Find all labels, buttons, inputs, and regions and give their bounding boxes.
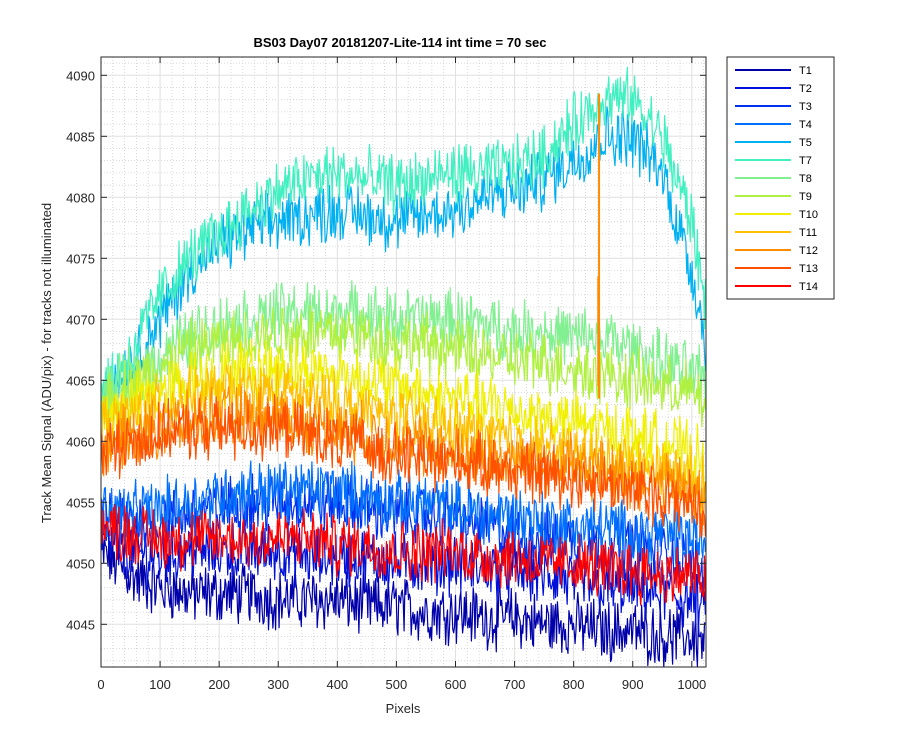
y-tick-label: 4060 [66,434,95,449]
x-tick-label: 200 [208,677,230,692]
x-axis-label: Pixels [386,701,421,716]
legend-item-t13: T13 [735,263,818,275]
legend-item-t14: T14 [735,281,818,293]
y-axis-ticks: 4045 4050 4055 4060 4065 4070 4075 4080 4085 4090 [66,68,706,632]
legend-item-t4: T4 [735,119,812,131]
x-tick-label: 600 [445,677,467,692]
series-line-t14 [101,498,706,606]
legend-label: T14 [799,281,818,293]
legend-item-t7: T7 [735,155,812,167]
legend-label: T10 [799,209,818,221]
x-tick-label: 800 [563,677,585,692]
y-tick-label: 4080 [66,190,95,205]
legend-item-t2: T2 [735,83,812,95]
y-tick-label: 4070 [66,312,95,327]
chart-title: BS03 Day07 20181207-Lite-114 int time = … [253,35,546,50]
y-tick-label: 4090 [66,68,95,83]
series-line-t1 [101,531,706,667]
series-line-t10 [101,337,706,498]
series-line-t7 [101,66,706,414]
y-tick-label: 4045 [66,617,95,632]
y-tick-label: 4085 [66,129,95,144]
plot-area [101,66,706,667]
x-tick-label: 0 [97,677,104,692]
x-axis-ticks: 0 100 200 300 400 500 600 700 800 900 1000 [97,57,706,692]
legend-label: T4 [799,119,812,131]
legend-label: T5 [799,137,812,149]
legend-item-t8: T8 [735,173,812,185]
legend-item-t11: T11 [735,227,817,239]
legend-label: T2 [799,83,812,95]
legend-item-t10: T10 [735,209,818,221]
legend-label: T13 [799,263,818,275]
y-tick-label: 4065 [66,373,95,388]
legend-label: T8 [799,173,812,185]
x-tick-label: 500 [386,677,408,692]
y-tick-label: 4050 [66,556,95,571]
y-axis-label: Track Mean Signal (ADU/pix) - for tracks… [39,203,54,523]
axes-box [100,56,707,668]
x-tick-label: 700 [504,677,526,692]
legend: T1 T2 T3 T4 T5 T7 T8 T9 T10 T11 T12 T13 T14 [726,56,835,300]
legend-label: T3 [799,101,812,113]
legend-label: T1 [799,65,812,77]
legend-label: T12 [799,245,818,257]
legend-item-t3: T3 [735,101,812,113]
x-tick-label: 100 [149,677,171,692]
series-line-t4 [101,460,706,573]
legend-item-t9: T9 [735,191,812,203]
x-tick-label: 1000 [677,677,706,692]
legend-item-t1: T1 [735,65,812,77]
legend-item-t12: T12 [735,245,818,257]
series-line-t5 [101,106,706,413]
y-tick-label: 4075 [66,251,95,266]
legend-label: T9 [799,191,812,203]
y-tick-label: 4055 [66,495,95,510]
legend-item-t5: T5 [735,137,812,149]
legend-label: T7 [799,155,812,167]
x-tick-label: 400 [326,677,348,692]
series-line-t9 [101,304,706,431]
x-tick-label: 300 [267,677,289,692]
legend-label: T11 [799,227,817,239]
series-line-t13 [101,393,706,539]
x-tick-label: 900 [622,677,644,692]
